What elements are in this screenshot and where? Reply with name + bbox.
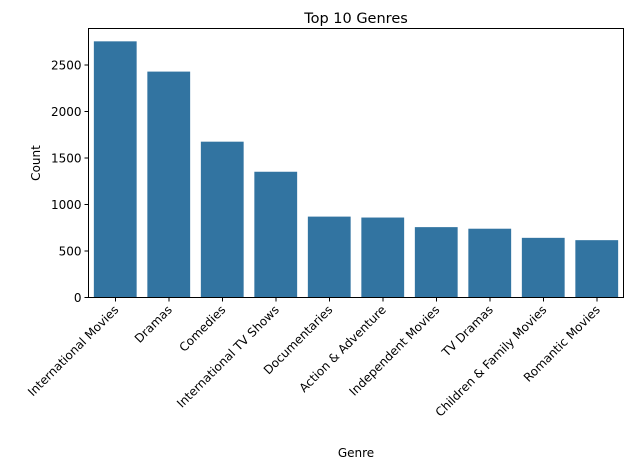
y-tick-label-5: 2500 xyxy=(51,58,82,72)
x-tick-label-6: Independent Movies xyxy=(346,303,442,399)
x-axis-label: Genre xyxy=(338,446,374,460)
y-tick-label-0: 0 xyxy=(74,291,82,305)
bar-8 xyxy=(521,237,565,298)
bar-2 xyxy=(200,141,244,298)
bar-5 xyxy=(361,217,405,298)
bars-group xyxy=(93,41,619,298)
y-tick-label-2: 1000 xyxy=(51,198,82,212)
plot-area-frame xyxy=(88,28,624,298)
y-tick-label-1: 500 xyxy=(59,244,82,258)
x-tick-label-1: Dramas xyxy=(132,303,175,346)
bar-9 xyxy=(575,240,619,298)
bar-6 xyxy=(414,227,458,298)
x-tick-label-3: International TV Shows xyxy=(174,303,282,411)
x-tick-label-0: International Movies xyxy=(25,303,121,399)
bar-7 xyxy=(468,228,512,298)
x-tick-label-8: Children & Family Movies xyxy=(433,303,550,420)
x-tick-label-2: Comedies xyxy=(176,303,228,355)
bar-0 xyxy=(93,41,137,298)
x-tick-label-7: TV Dramas xyxy=(438,303,495,360)
y-axis: 0 500 1000 1500 2000 2500 xyxy=(51,58,89,305)
bar-3 xyxy=(254,171,298,298)
bar-4 xyxy=(307,216,351,298)
bar-1 xyxy=(147,71,191,298)
chart-title: Top 10 Genres xyxy=(303,11,408,27)
y-axis-label: Count xyxy=(29,145,43,181)
x-axis: International Movies Dramas ComediesIntern… xyxy=(25,297,603,420)
y-tick-label-4: 2000 xyxy=(51,105,82,119)
y-tick-label-3: 1500 xyxy=(51,151,82,165)
